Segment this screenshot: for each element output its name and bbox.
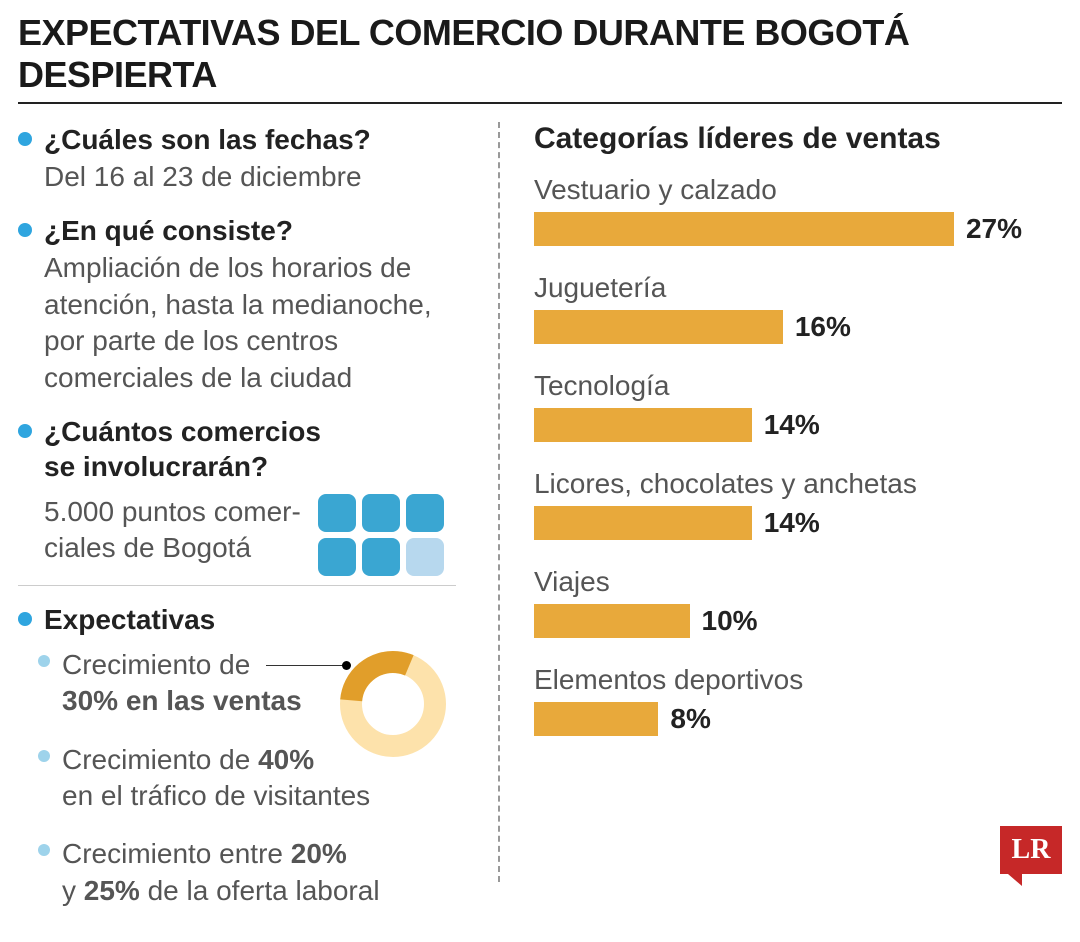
bar-row: 16%	[534, 310, 1022, 344]
square-icon	[406, 494, 444, 532]
donut-chart	[338, 649, 448, 759]
question-consist: ¿En qué consiste?	[44, 213, 293, 248]
chart-category: Viajes 10%	[534, 566, 1022, 638]
question-count-l2: se involucrarán?	[44, 449, 321, 484]
answer-consist: Ampliación de los horarios de atención, …	[44, 250, 456, 396]
leader-line	[266, 665, 346, 666]
sub-bullet-icon	[38, 655, 50, 667]
bullet-icon	[18, 424, 32, 438]
square-icon	[406, 538, 444, 576]
content-row: ¿Cuáles son las fechas? Del 16 al 23 de …	[18, 122, 1062, 927]
bullet-icon	[18, 223, 32, 237]
bar-value: 10%	[702, 605, 758, 637]
category-label: Vestuario y calzado	[534, 174, 1022, 206]
chart-category: Vestuario y calzado 27%	[534, 174, 1022, 246]
exp1-l2: 30% en las ventas	[62, 685, 302, 716]
sub-bullet-icon	[38, 844, 50, 856]
bar	[534, 506, 752, 540]
square-icon	[318, 494, 356, 532]
chart-category: Tecnología 14%	[534, 370, 1022, 442]
bar-row: 14%	[534, 506, 1022, 540]
bar-value: 14%	[764, 507, 820, 539]
bar	[534, 604, 690, 638]
faq-item-count: ¿Cuántos comercios se involucrarán? 5.00…	[18, 414, 456, 567]
bar-value: 16%	[795, 311, 851, 343]
donut-icon	[338, 649, 448, 759]
category-label: Juguetería	[534, 272, 1022, 304]
expectations-block: Expectativas Crecimiento de 30% en las v…	[18, 602, 456, 909]
exp3-l1: Crecimiento entre 20%	[62, 838, 347, 869]
bullet-icon	[18, 612, 32, 626]
answer-dates: Del 16 al 23 de diciembre	[44, 159, 456, 195]
divider-horizontal	[18, 585, 456, 586]
chart-category: Licores, chocolates y anchetas 14%	[534, 468, 1022, 540]
bar	[534, 212, 954, 246]
exp2-l1: Crecimiento de 40%	[62, 744, 314, 775]
category-label: Tecnología	[534, 370, 1022, 402]
lr-logo-tail-icon	[1008, 874, 1022, 886]
bar-row: 8%	[534, 702, 1022, 736]
page-title: EXPECTATIVAS DEL COMERCIO DURANTE BOGOTÁ…	[18, 12, 1062, 104]
leader-dot-icon	[342, 661, 351, 670]
chart-category: Juguetería 16%	[534, 272, 1022, 344]
bar-value: 27%	[966, 213, 1022, 245]
square-icon	[362, 538, 400, 576]
answer-count-l2: ciales de Bogotá	[44, 532, 251, 563]
bar-row: 10%	[534, 604, 1022, 638]
bar-row: 14%	[534, 408, 1022, 442]
faq-item-dates: ¿Cuáles son las fechas? Del 16 al 23 de …	[18, 122, 456, 195]
question-count-l1: ¿Cuántos comercios	[44, 414, 321, 449]
question-dates: ¿Cuáles son las fechas?	[44, 122, 371, 157]
bullet-icon	[18, 132, 32, 146]
chart-category: Elementos deportivos 8%	[534, 664, 1022, 736]
divider-vertical	[498, 122, 500, 882]
bar	[534, 310, 783, 344]
squares-icon	[318, 494, 444, 576]
sub-bullet-icon	[38, 750, 50, 762]
category-label: Viajes	[534, 566, 1022, 598]
bar-row: 27%	[534, 212, 1022, 246]
square-icon	[318, 538, 356, 576]
bar-value: 8%	[670, 703, 710, 735]
category-label: Elementos deportivos	[534, 664, 1022, 696]
lr-logo-box: LR	[1000, 826, 1062, 874]
bar	[534, 702, 658, 736]
expectations-title: Expectativas	[44, 602, 215, 637]
exp1-l1: Crecimiento de	[62, 649, 250, 680]
left-column: ¿Cuáles son las fechas? Del 16 al 23 de …	[18, 122, 474, 927]
right-column: Categorías líderes de ventas Vestuario y…	[524, 122, 1062, 927]
answer-count-l1: 5.000 puntos comer-	[44, 496, 301, 527]
bar	[534, 408, 752, 442]
bar-chart: Vestuario y calzado 27% Juguetería 16% Tecno…	[534, 174, 1022, 736]
exp3-l2: y 25% de la oferta laboral	[62, 875, 380, 906]
square-icon	[362, 494, 400, 532]
category-label: Licores, chocolates y anchetas	[534, 468, 1022, 500]
exp2-l2: en el tráfico de visitantes	[62, 780, 370, 811]
bar-value: 14%	[764, 409, 820, 441]
faq-item-consist: ¿En qué consiste? Ampliación de los hora…	[18, 213, 456, 396]
lr-logo: LR	[1000, 826, 1062, 882]
chart-title: Categorías líderes de ventas	[534, 122, 1022, 156]
